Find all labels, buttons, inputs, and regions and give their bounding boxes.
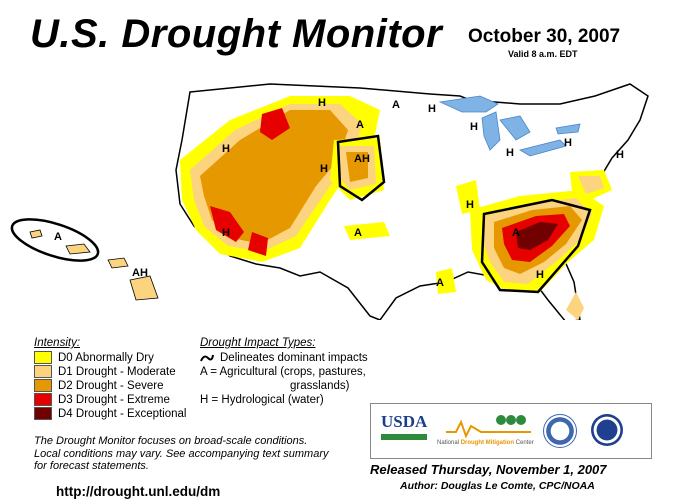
map-label-h-ga: H — [536, 269, 544, 281]
intensity-legend: D0 Abnormally Dry D1 Drought - Moderate … — [34, 351, 186, 421]
impact-line-item: Delineates dominant impacts — [200, 351, 380, 365]
map-label-a-ok: A — [354, 227, 362, 239]
drought-d0-ok — [344, 222, 390, 240]
impact-line-icon — [200, 354, 214, 362]
usda-logo: USDA — [381, 412, 428, 431]
map-label-a-se: A — [512, 227, 520, 239]
swatch-d4 — [34, 407, 52, 421]
map-label-h-mi2: H — [506, 147, 514, 159]
impact-h-item: H = Hydrological (water) — [200, 394, 324, 406]
map-label-ah-hawaii: AH — [132, 267, 148, 279]
drought-d4-se — [516, 222, 558, 250]
impact-a-item-cont: grasslands) — [290, 380, 350, 392]
map-label-a-ms: A — [436, 277, 444, 289]
valid-time: Valid 8 a.m. EDT — [508, 49, 578, 59]
drought-url[interactable]: http://drought.unl.edu/dm — [56, 484, 221, 499]
drought-d2-west — [200, 110, 348, 244]
disclaimer-note: The Drought Monitor focuses on broad-sca… — [34, 435, 329, 472]
hawaii-impact-boundary — [10, 218, 100, 262]
legend-item-d4: D4 Drought - Exceptional — [34, 407, 186, 421]
ndmc-logo-text: National Drought Mitigation Center — [437, 440, 534, 446]
map-label-ah-plains: AH — [354, 153, 370, 165]
swatch-d0 — [34, 351, 52, 365]
map-label-a-hawaii: A — [54, 231, 62, 243]
drought-d1-ne — [578, 176, 604, 194]
partner-logos: USDA National Drought Mitigation Center — [370, 403, 652, 459]
drought-d2-plains — [346, 152, 368, 182]
map-label-h-wy: H — [320, 163, 328, 175]
great-lakes — [438, 95, 581, 157]
author-credit: Author: Douglas Le Comte, CPC/NOAA — [400, 480, 595, 492]
impact-boundary-plains — [336, 134, 386, 202]
noaa-logo — [591, 414, 623, 446]
swatch-d1 — [34, 365, 52, 379]
us-drought-map: H A H A AH H H H A H H H H H A H A A AH — [10, 83, 649, 320]
map-label-a-north: A — [392, 99, 400, 111]
map-label-h-ne: H — [616, 149, 624, 161]
legend-item-d3: D3 Drought - Extreme — [34, 393, 186, 407]
drought-d1-fl — [566, 292, 584, 320]
map-label-h-il: H — [466, 199, 474, 211]
map-label-h-mi: H — [470, 121, 478, 133]
commerce-seal — [543, 414, 577, 448]
legend-item-d2: D2 Drought - Severe — [34, 379, 186, 393]
map-date: October 30, 2007 — [468, 26, 621, 47]
map-label-a-dakota: A — [356, 119, 364, 131]
impact-boundary-se — [480, 198, 592, 294]
map-label-h-ca: H — [222, 227, 230, 239]
drought-d3-az — [248, 232, 268, 256]
release-date: Released Thursday, November 1, 2007 — [370, 462, 607, 477]
map-label-h-north: H — [318, 97, 326, 109]
drought-d3-mt — [260, 108, 290, 140]
map-label-h-idaho: H — [222, 143, 230, 155]
map-label-h-mn: H — [428, 103, 436, 115]
drought-d3-ca — [210, 206, 244, 242]
drought-d0-mw — [456, 180, 480, 214]
map-label-h-ny: H — [564, 137, 572, 149]
legend-item-d0: D0 Abnormally Dry — [34, 351, 186, 365]
swatch-d2 — [34, 379, 52, 393]
usda-logo-bar — [381, 434, 427, 440]
ndmc-logo — [446, 415, 531, 439]
legend-item-d1: D1 Drought - Moderate — [34, 365, 186, 379]
map-title: U.S. Drought Monitor — [30, 12, 443, 56]
drought-d0-ms — [436, 268, 456, 294]
hawaii-islands — [29, 229, 159, 301]
intensity-heading: Intensity: — [34, 337, 81, 349]
impact-a-item: A = Agricultural (crops, pastures, — [200, 366, 366, 378]
impact-heading: Drought Impact Types: — [200, 337, 316, 349]
swatch-d3 — [34, 393, 52, 407]
impact-legend: Delineates dominant impacts A = Agricult… — [200, 351, 380, 407]
